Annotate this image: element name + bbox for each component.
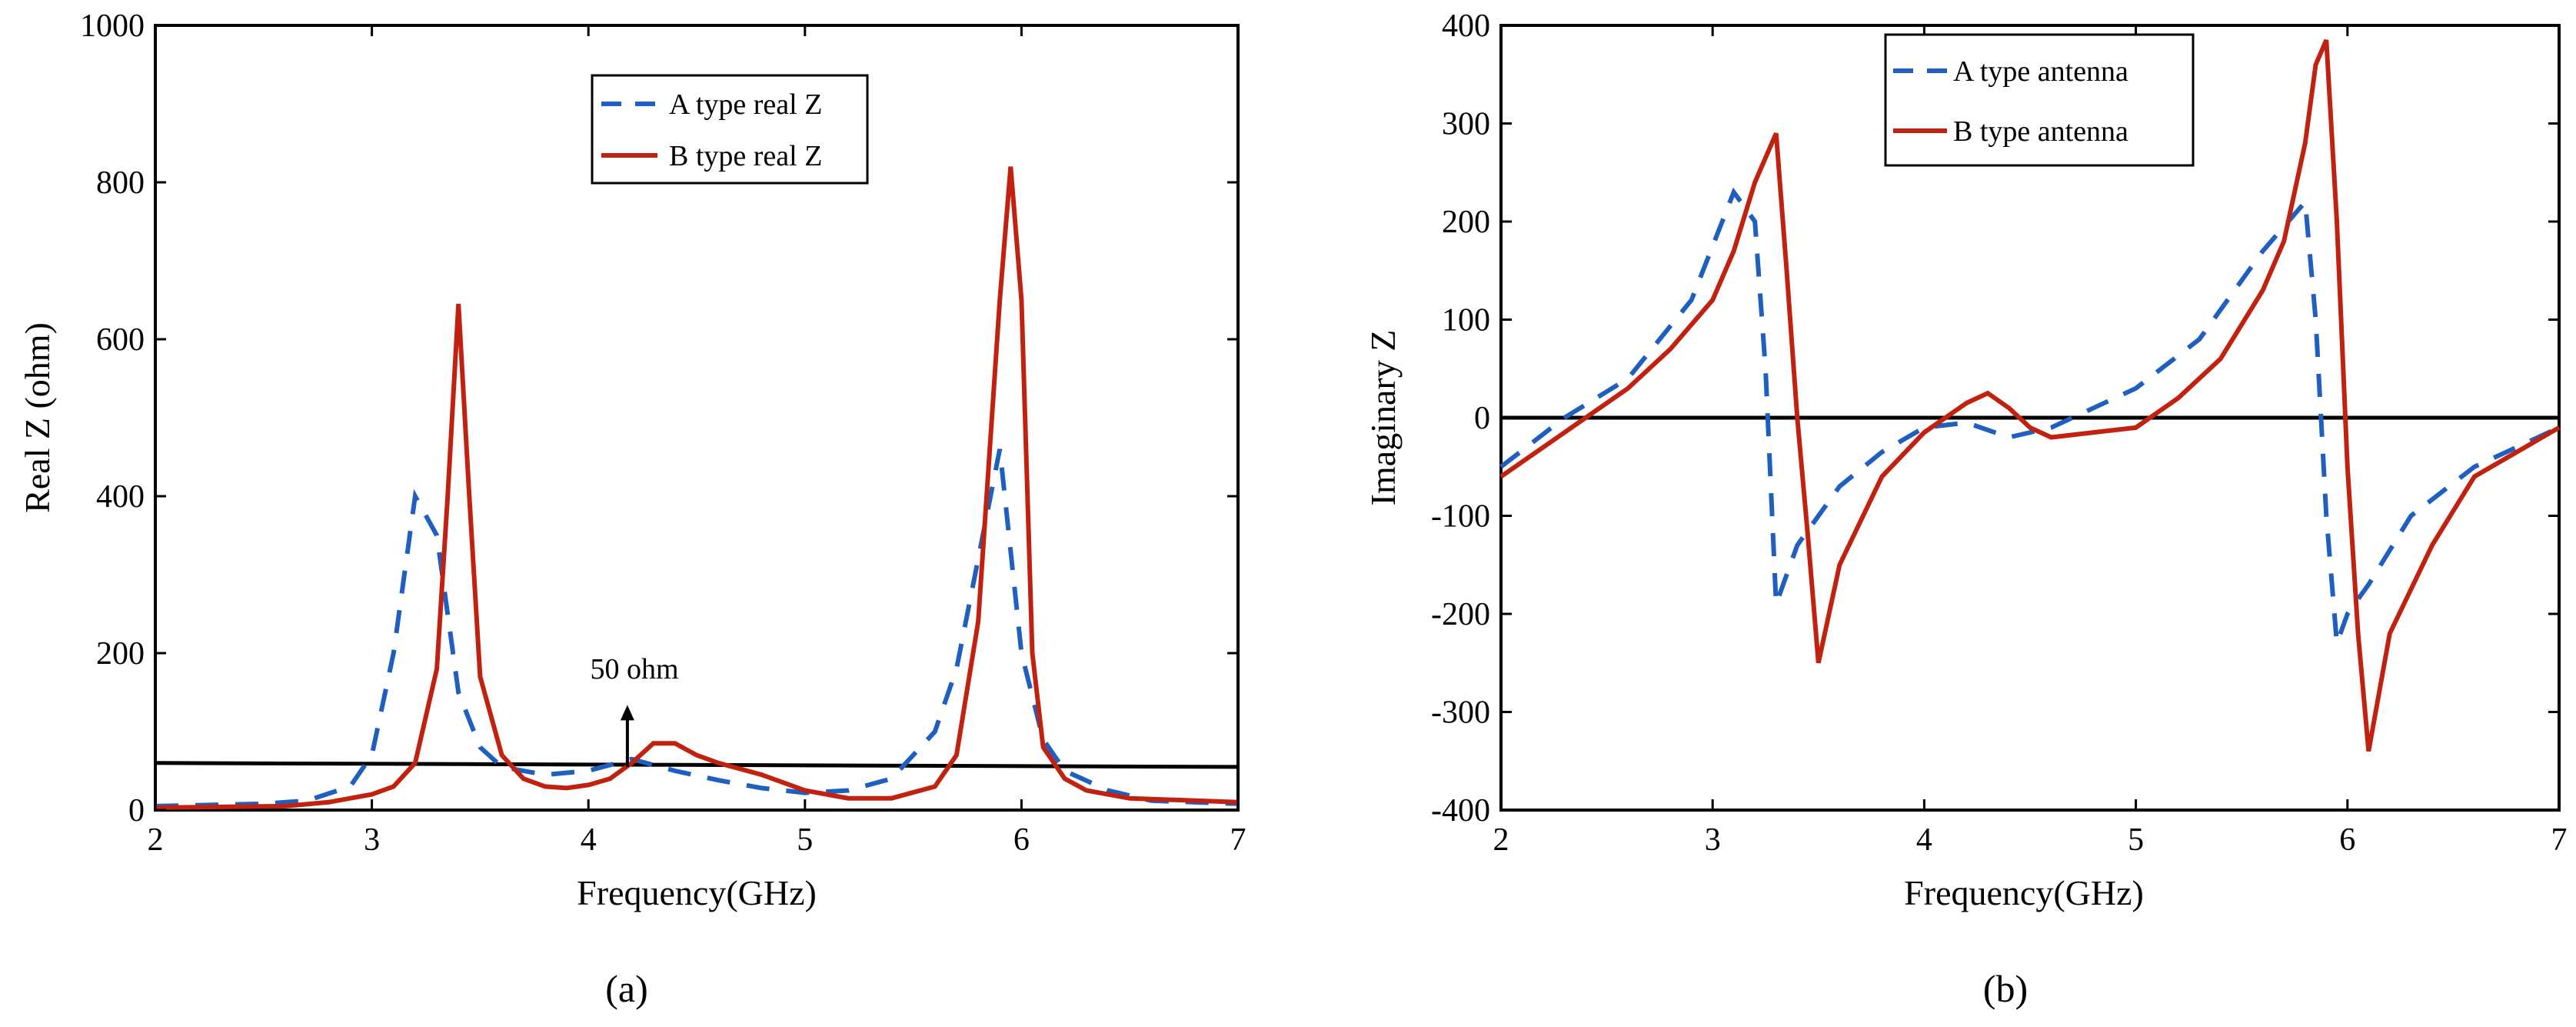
legend-label-a-type-antenna: A type antenna	[1953, 55, 2128, 88]
x-tick-label: 6	[2339, 822, 2355, 858]
x-tick-label: 3	[364, 822, 380, 858]
legend-a: A type real Z B type real Z	[591, 74, 869, 185]
series-line-b-type-antenna	[1499, 38, 2561, 752]
y-tick-label: -300	[1431, 695, 1490, 731]
y-tick-label: -200	[1431, 597, 1490, 632]
x-axis-label-a: Frequency(GHz)	[577, 873, 817, 912]
legend-box-b	[1884, 33, 2195, 167]
legend-b: A type antenna B type antenna	[1884, 33, 2195, 167]
series-line-a-type-real-z	[155, 448, 1239, 809]
series-line-a-type-antenna	[1499, 187, 2561, 645]
legend-label-a-type-real-z: A type real Z	[669, 88, 822, 121]
x-tick-label: 5	[2128, 822, 2144, 858]
x-tick-label: 5	[797, 822, 813, 858]
series-line-b-type-real-z	[155, 166, 1239, 810]
x-ticks-b: 2 3 4 5 6 7	[1493, 25, 2568, 858]
legend-box-a	[591, 74, 869, 185]
y-tick-label: -400	[1431, 793, 1490, 829]
x-tick-label: 3	[1705, 822, 1721, 858]
chart-panel-b: 2 3 4 5 6 7 -400 -300 -200 -100 0 100 200 300 400 Fre…	[1363, 8, 2568, 1010]
y-tick-label: 300	[1442, 107, 1490, 142]
y-tick-label: 200	[1442, 205, 1490, 240]
y-tick-label: 600	[96, 322, 145, 358]
plot-frame-a	[154, 24, 1240, 812]
legend-label-b-type-antenna: B type antenna	[1953, 115, 2128, 148]
y-axis-label-a: Real Z (ohm)	[18, 322, 57, 513]
x-tick-label: 2	[148, 822, 164, 858]
reference-line-50-ohm	[155, 761, 1239, 769]
panel-label-b: (b)	[1983, 967, 2028, 1010]
annotation-50-ohm: 50 ohm	[590, 653, 678, 685]
y-ticks-b: -400 -300 -200 -100 0 100 200 300 400	[1431, 8, 2559, 829]
y-tick-label: 1000	[80, 8, 145, 44]
x-tick-label: 7	[2551, 822, 2568, 858]
y-tick-label: 100	[1442, 303, 1490, 338]
x-ticks-a: 2 3 4 5 6 7	[148, 25, 1246, 858]
y-axis-label-b: Imaginary Z	[1363, 330, 1403, 506]
y-tick-label: 800	[96, 165, 145, 201]
y-ticks-a: 0 200 400 600 800 1000	[80, 8, 1238, 829]
x-tick-label: 6	[1013, 822, 1030, 858]
panel-label-a: (a)	[605, 967, 648, 1010]
x-tick-label: 7	[1230, 822, 1246, 858]
x-tick-label: 2	[1493, 822, 1509, 858]
x-tick-label: 4	[1916, 822, 1932, 858]
y-tick-label: 0	[1474, 401, 1490, 436]
y-tick-label: 400	[1442, 8, 1490, 44]
x-tick-label: 4	[581, 822, 597, 858]
annotation-arrow-head	[620, 705, 634, 721]
y-tick-label: 200	[96, 636, 145, 672]
legend-label-b-type-real-z: B type real Z	[669, 140, 822, 172]
y-tick-label: 0	[128, 793, 145, 829]
x-axis-label-b: Frequency(GHz)	[1904, 873, 2144, 912]
y-tick-label: 400	[96, 479, 145, 515]
y-tick-label: -100	[1431, 499, 1490, 535]
